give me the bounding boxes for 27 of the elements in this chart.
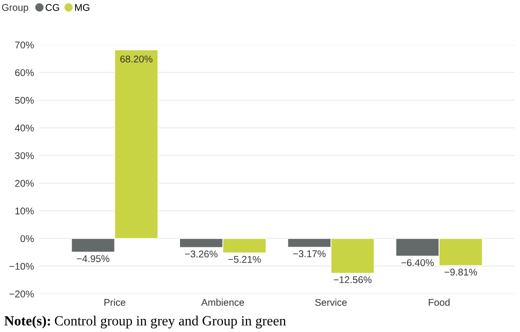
x-tick-label: Service xyxy=(315,298,347,306)
text: Note(s): xyxy=(4,316,50,328)
data-label: −3.26% xyxy=(185,250,218,258)
data-label: −5.21% xyxy=(228,256,261,263)
y-tick-label: 0% xyxy=(20,235,34,242)
data-label: −4.95% xyxy=(76,255,110,262)
data-label: −9.81% xyxy=(444,268,478,276)
data-label: 68.20% xyxy=(120,56,152,62)
x-tick-label: Ambience xyxy=(201,298,244,306)
y-tick-label: −20% xyxy=(9,290,34,298)
data-label: −12.56% xyxy=(334,276,372,284)
x-tick-label: Price xyxy=(104,298,126,306)
data-label: −6.40% xyxy=(401,259,434,266)
y-tick-label: 50% xyxy=(15,96,34,104)
x-tick-label: Food xyxy=(428,298,450,306)
data-label: −3.17% xyxy=(293,250,326,258)
y-tick-label: 10% xyxy=(15,208,34,214)
legend-label: MG xyxy=(75,4,90,11)
y-tick-label: 70% xyxy=(15,42,34,48)
legend-label: CG xyxy=(46,4,60,11)
y-tick-label: 30% xyxy=(15,152,34,160)
legend-title: Group xyxy=(2,4,28,13)
text: Control group in grey and Group in green xyxy=(54,316,286,328)
y-tick-label: −10% xyxy=(9,262,34,270)
y-tick-label: 20% xyxy=(15,180,34,187)
y-tick-label: 40% xyxy=(14,124,34,132)
y-tick-label: 60% xyxy=(15,69,34,76)
